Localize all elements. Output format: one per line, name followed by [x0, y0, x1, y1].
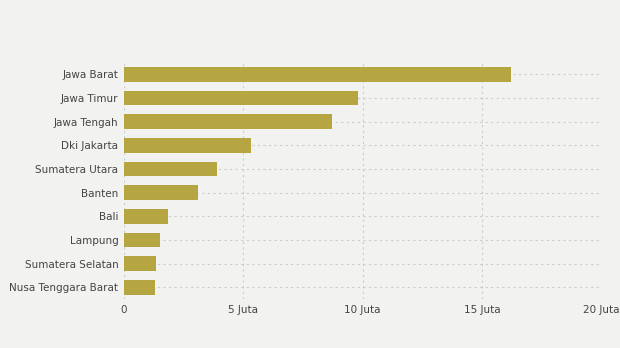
Bar: [124, 233, 160, 247]
Bar: [124, 67, 511, 82]
Bar: [124, 280, 155, 295]
Bar: [124, 91, 358, 105]
Bar: [124, 114, 332, 129]
Bar: [124, 138, 250, 153]
Bar: [124, 209, 168, 224]
Bar: [124, 256, 156, 271]
Bar: [124, 162, 217, 176]
Bar: [124, 185, 198, 200]
